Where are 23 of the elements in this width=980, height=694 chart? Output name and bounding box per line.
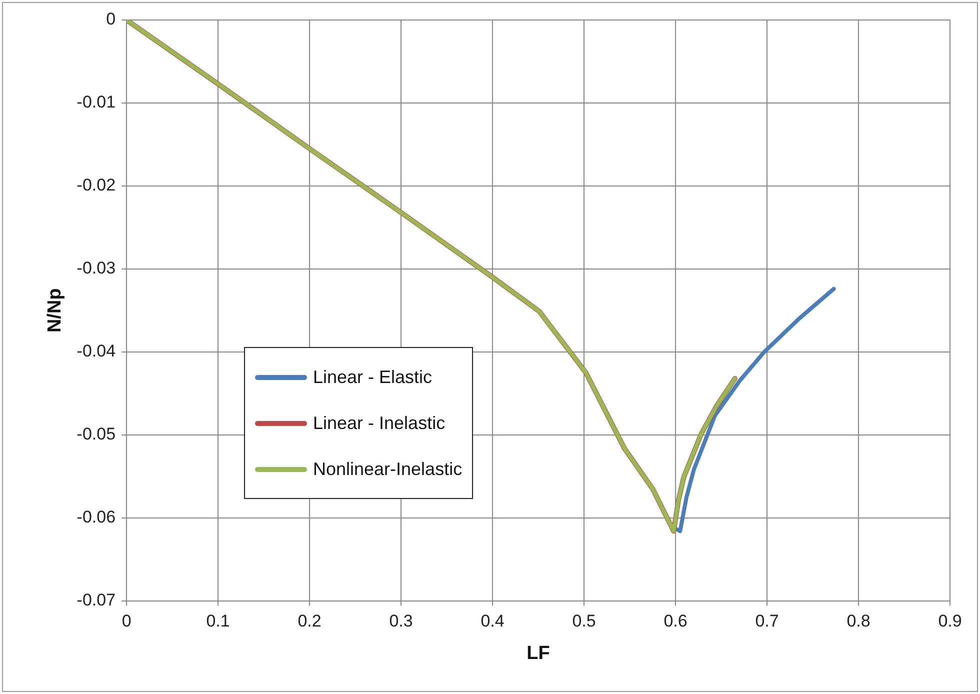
x-axis-title: LF: [526, 642, 550, 664]
x-tick-label: 0.1: [206, 612, 230, 631]
y-tick-label: -0.04: [76, 342, 116, 361]
x-tick-label: 0.4: [480, 612, 504, 631]
legend-label: Linear - Inelastic: [313, 412, 446, 434]
x-tick-label: 0.7: [755, 612, 779, 631]
x-tick-label: 0.2: [298, 612, 322, 631]
legend-label: Linear - Elastic: [313, 366, 432, 388]
legend-label: Nonlinear-Inelastic: [313, 458, 462, 480]
y-tick-label: -0.06: [76, 508, 116, 527]
x-tick-label: 0.6: [664, 612, 688, 631]
y-tick-label: -0.01: [76, 92, 116, 112]
x-tick-label: 0.5: [572, 612, 596, 631]
y-tick-label: 0: [106, 10, 116, 29]
y-tick-label: -0.03: [76, 258, 116, 278]
x-tick-label: 0: [122, 612, 132, 631]
y-tick-label: -0.05: [76, 424, 116, 444]
x-tick-label: 0.8: [846, 612, 870, 631]
y-tick-label: -0.07: [76, 590, 116, 610]
y-tick-label: -0.02: [76, 176, 116, 195]
x-tick-label: 0.3: [389, 612, 413, 631]
y-axis-title: N/Np: [44, 288, 66, 333]
x-tick-label: 0.9: [938, 612, 962, 631]
